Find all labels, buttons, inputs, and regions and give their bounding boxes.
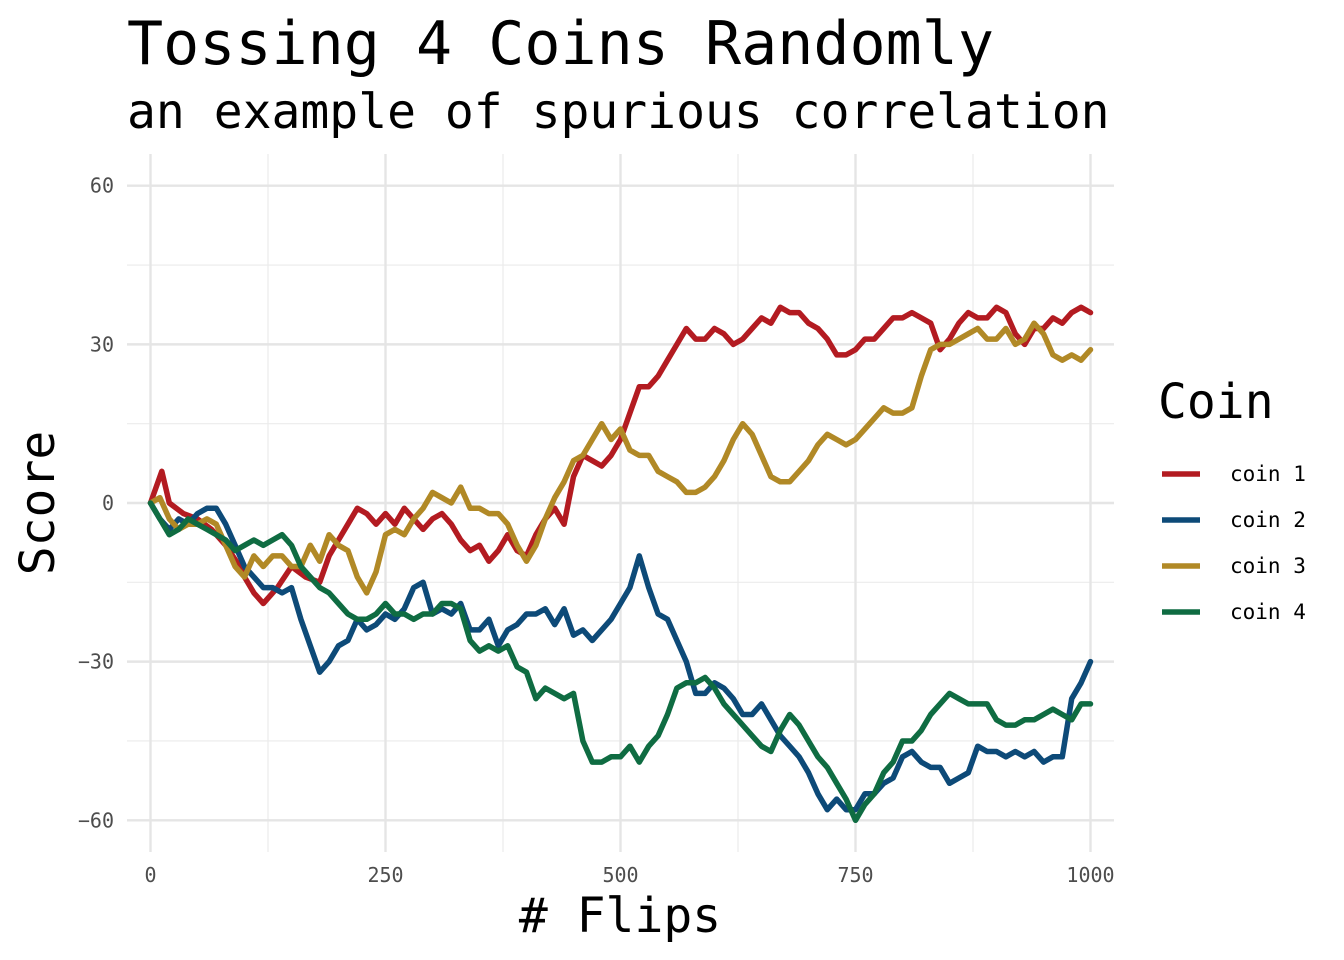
x-tick-label: 750 bbox=[837, 863, 873, 887]
y-tick-label: 60 bbox=[90, 174, 114, 198]
grid-lines bbox=[127, 154, 1114, 852]
legend-label-coin-4: coin 4 bbox=[1230, 600, 1306, 624]
y-tick-label: 0 bbox=[102, 491, 114, 515]
legend-title: Coin bbox=[1158, 374, 1274, 430]
series-line-coin-2 bbox=[147, 500, 1094, 813]
series-line-coin-4 bbox=[147, 500, 1094, 824]
x-axis-label: # Flips bbox=[519, 888, 721, 944]
y-axis-label: Score bbox=[10, 431, 66, 576]
x-tick-label: 1000 bbox=[1066, 863, 1114, 887]
y-tick-label: −60 bbox=[78, 808, 114, 832]
x-tick-label: 0 bbox=[144, 863, 156, 887]
legend-label-coin-3: coin 3 bbox=[1230, 554, 1306, 578]
series-line-coin-3 bbox=[147, 320, 1094, 596]
legend: Coin coin 1 coin 2 coin 3 coin 4 bbox=[1158, 374, 1306, 624]
chart-subtitle: an example of spurious correlation bbox=[127, 84, 1110, 140]
y-tick-label: −30 bbox=[78, 650, 114, 674]
y-tick-label: 30 bbox=[90, 332, 114, 356]
chart-title: Tossing 4 Coins Randomly bbox=[127, 9, 994, 79]
x-tick-labels: 0 250 500 750 1000 bbox=[144, 863, 1114, 887]
series-line-coin-1 bbox=[147, 304, 1094, 607]
y-tick-labels: −60 −30 0 30 60 bbox=[78, 174, 114, 833]
x-tick-label: 250 bbox=[367, 863, 403, 887]
legend-label-coin-2: coin 2 bbox=[1230, 508, 1306, 532]
series-lines bbox=[147, 304, 1094, 824]
x-tick-label: 500 bbox=[602, 863, 638, 887]
legend-label-coin-1: coin 1 bbox=[1230, 462, 1306, 486]
